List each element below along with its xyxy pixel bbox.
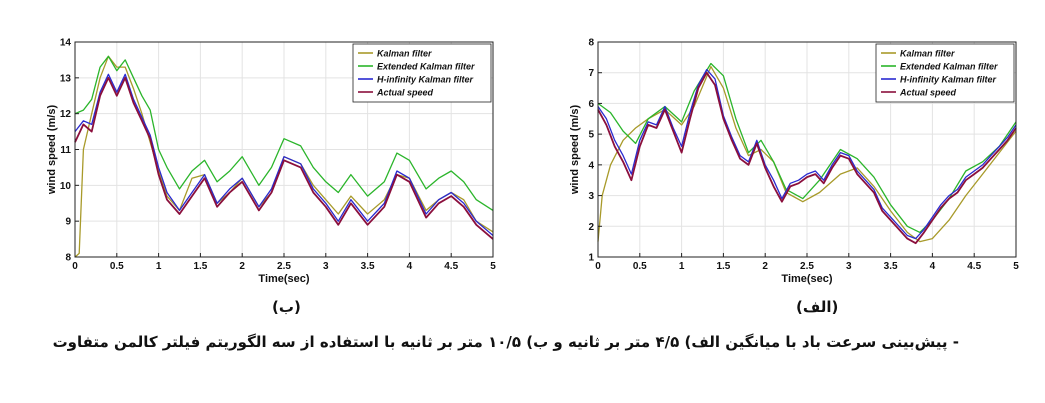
x-tick-label: 1 [679, 261, 685, 272]
legend: Kalman filter Extended Kalman filter H-inf… [352, 43, 492, 103]
x-tick-label: 4.5 [444, 261, 458, 272]
legend-label-actual: Actual speed [899, 88, 957, 98]
y-tick-label: 7 [588, 68, 594, 79]
y-tick-label: 13 [60, 73, 72, 84]
legend-box [352, 43, 492, 103]
x-tick-label: 3 [846, 261, 852, 272]
legend: Kalman filter Extended Kalman filter H-inf… [875, 43, 1015, 103]
legend-label-kalman: Kalman filter [900, 49, 955, 59]
series-line-actual [597, 71, 1017, 245]
legend-box [875, 43, 1015, 103]
x-tick-label: 3.5 [884, 261, 898, 272]
y-tick-label: 10 [60, 181, 72, 192]
y-tick-label: 12 [60, 109, 72, 120]
x-tick-label: 2.5 [800, 261, 814, 272]
y-axis-label: wind speed (m/s) [46, 105, 58, 196]
x-tick-label: 3 [323, 261, 329, 272]
x-axis-label: Time(sec) [258, 273, 309, 285]
x-tick-label: 4.5 [967, 261, 981, 272]
y-tick-label: 8 [65, 253, 71, 264]
panel-label-alef: (الف) [796, 298, 839, 316]
y-tick-label: 4 [588, 160, 594, 171]
x-tick-label: 0 [595, 261, 601, 272]
y-tick-label: 1 [588, 253, 594, 264]
y-tick-label: 6 [588, 99, 594, 110]
y-tick-label: 8 [588, 38, 594, 49]
x-tick-label: 2 [239, 261, 245, 272]
panel-label-b: (ب) [272, 298, 301, 316]
y-tick-label: 9 [65, 217, 71, 228]
x-tick-label: 0.5 [633, 261, 647, 272]
series-line-hinf [74, 73, 494, 236]
x-tick-label: 2.5 [277, 261, 291, 272]
legend-label-extended: Extended Kalman filter [900, 62, 998, 72]
x-tick-label: 4 [407, 261, 413, 272]
legend-label-hinf: H-infinity Kalman filter [900, 75, 997, 85]
x-tick-label: 1 [156, 261, 162, 272]
x-tick-label: 0 [72, 261, 78, 272]
x-tick-label: 4 [930, 261, 936, 272]
y-tick-label: 14 [60, 38, 72, 49]
series-line-hinf [597, 68, 1017, 240]
series-line-actual [74, 76, 494, 240]
chart-right: 0 0.5 1 1.5 2 2.5 3 3.5 4 4.5 5 1 2 3 4 5 6 7 8 Time(sec) wi… [569, 38, 1019, 286]
y-tick-label: 11 [60, 145, 71, 156]
y-tick-label: 2 [588, 222, 594, 233]
x-axis-label: Time(sec) [781, 273, 832, 285]
x-tick-label: 1.5 [716, 261, 730, 272]
legend-label-hinf: H-infinity Kalman filter [377, 75, 474, 85]
x-tick-label: 3.5 [361, 261, 375, 272]
legend-label-extended: Extended Kalman filter [377, 62, 475, 72]
series-line-extended [74, 55, 494, 211]
x-tick-label: 0.5 [110, 261, 124, 272]
x-tick-label: 2 [762, 261, 768, 272]
x-tick-label: 5 [1013, 261, 1019, 272]
figure-caption: - پیش‌بینی سرعت باد با میانگین الف) ۴/۵ … [52, 333, 959, 351]
chart-left: 0 0.5 1 1.5 2 2.5 3 3.5 4 4.5 5 8 9 10 11 12 13 14 Time(se… [46, 38, 496, 286]
y-tick-label: 3 [588, 191, 594, 202]
y-axis-label: wind speed (m/s) [569, 105, 581, 196]
x-tick-label: 1.5 [193, 261, 207, 272]
x-tick-label: 5 [490, 261, 496, 272]
legend-label-kalman: Kalman filter [377, 49, 432, 59]
y-tick-label: 5 [588, 130, 594, 141]
legend-label-actual: Actual speed [376, 88, 434, 98]
